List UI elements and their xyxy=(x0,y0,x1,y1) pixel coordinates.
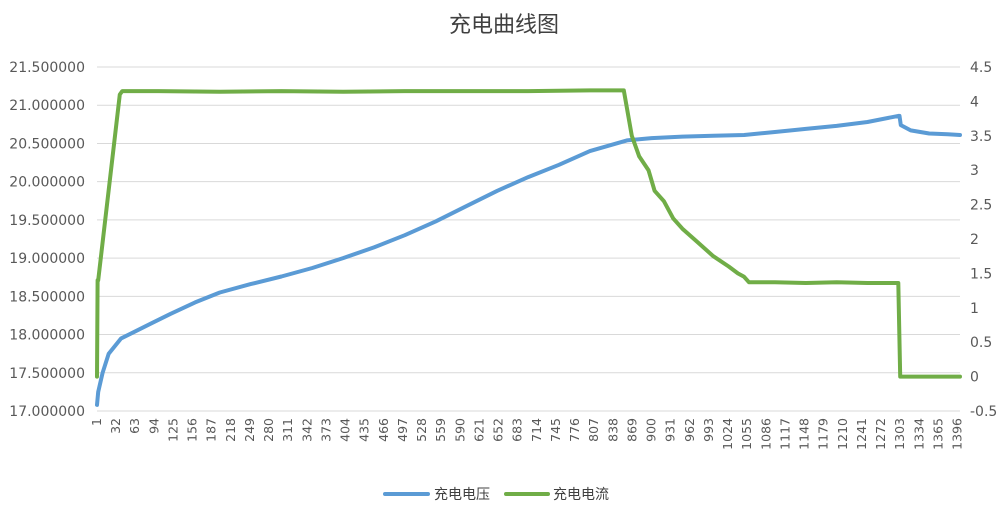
legend[interactable]: 充电电压 充电电流 xyxy=(383,487,609,503)
x-tick-label: 714 xyxy=(529,418,544,442)
y-right-tick-label: 3.5 xyxy=(970,129,992,145)
x-tick-label: 497 xyxy=(395,418,410,442)
x-tick-label: 218 xyxy=(223,418,238,442)
x-tick-label: 466 xyxy=(376,418,391,442)
x-tick-label: 1303 xyxy=(892,418,907,450)
x-tick-label: 900 xyxy=(644,418,659,442)
y-right-tick-label: 4.5 xyxy=(970,60,992,76)
y-right-tick-label: -0.5 xyxy=(970,404,997,420)
x-tick-label: 652 xyxy=(491,418,506,442)
x-tick-label: 1117 xyxy=(777,418,792,450)
y-right-tick-label: 3 xyxy=(970,163,979,179)
y-right-tick-label: 2 xyxy=(970,232,979,248)
chart-title: 充电曲线图 xyxy=(449,13,559,38)
y-right-tick-label: 1.5 xyxy=(970,266,992,282)
x-tick-label: 1272 xyxy=(873,418,888,450)
y-left-tick-label: 21.500000 xyxy=(9,60,85,76)
y-right-tick-labels: -0.5 0 0.5 1 1.5 2 2.5 3 3.5 4 4.5 xyxy=(970,60,997,420)
x-tick-label: 962 xyxy=(682,418,697,442)
x-tick-label: 125 xyxy=(165,418,180,442)
x-tick-label: 342 xyxy=(299,418,314,442)
y-left-tick-label: 17.000000 xyxy=(9,404,85,420)
x-tick-label: 249 xyxy=(242,418,257,442)
series-line-current xyxy=(95,88,962,379)
x-tick-label: 1148 xyxy=(797,418,812,450)
x-tick-label: 435 xyxy=(357,418,372,442)
x-tick-label: 590 xyxy=(452,418,467,442)
legend-label-current: 充电电流 xyxy=(553,487,609,503)
y-left-tick-labels: 17.000000 17.500000 18.000000 18.500000 19.0… xyxy=(9,60,85,420)
x-tick-label: 1365 xyxy=(930,418,945,450)
y-left-tick-label: 18.500000 xyxy=(9,289,85,305)
x-tick-label: 1334 xyxy=(911,418,926,450)
y-left-tick-label: 20.500000 xyxy=(9,136,85,152)
y-right-tick-label: 2.5 xyxy=(970,198,992,214)
y-left-tick-label: 19.500000 xyxy=(9,213,85,229)
x-tick-label: 621 xyxy=(471,418,486,442)
y-right-tick-label: 4 xyxy=(970,94,979,110)
y-left-tick-label: 19.000000 xyxy=(9,251,85,267)
x-tick-label: 1396 xyxy=(950,418,965,450)
y-left-tick-label: 20.000000 xyxy=(9,175,85,191)
x-tick-label: 32 xyxy=(108,418,123,434)
x-tick-label: 373 xyxy=(318,418,333,442)
x-tick-label: 1086 xyxy=(758,418,773,450)
x-tick-labels: 1 32 63 94 125 156 187 218 249 280 311 342 373 404 435… xyxy=(89,418,965,450)
x-tick-label: 311 xyxy=(280,418,295,442)
x-tick-label: 94 xyxy=(146,418,161,434)
x-tick-label: 1055 xyxy=(739,418,754,450)
y-left-tick-label: 21.000000 xyxy=(9,98,85,114)
x-tick-label: 838 xyxy=(605,418,620,442)
series-lines xyxy=(95,88,962,407)
legend-label-voltage: 充电电压 xyxy=(434,487,490,503)
x-tick-label: 1 xyxy=(89,418,104,426)
x-tick-label: 404 xyxy=(338,418,353,442)
y-right-tick-label: 0 xyxy=(970,370,979,386)
x-tick-label: 1024 xyxy=(720,418,735,450)
x-tick-label: 63 xyxy=(127,418,142,434)
x-tick-label: 559 xyxy=(433,418,448,442)
x-tick-label: 683 xyxy=(510,418,525,442)
y-right-tick-label: 0.5 xyxy=(970,335,992,351)
x-tick-label: 776 xyxy=(567,418,582,442)
gridlines xyxy=(97,66,960,412)
y-right-tick-label: 1 xyxy=(970,301,979,317)
x-tick-label: 156 xyxy=(185,418,200,442)
x-tick-label: 931 xyxy=(663,418,678,442)
x-tick-label: 1179 xyxy=(816,418,831,450)
x-tick-label: 993 xyxy=(701,418,716,442)
x-tick-label: 187 xyxy=(204,418,219,442)
y-left-tick-label: 18.000000 xyxy=(9,328,85,344)
x-tick-label: 869 xyxy=(624,418,639,442)
x-tick-label: 280 xyxy=(261,418,276,442)
series-line-voltage xyxy=(95,113,962,407)
y-left-tick-label: 17.500000 xyxy=(9,366,85,382)
x-tick-label: 528 xyxy=(414,418,429,442)
x-tick-label: 1241 xyxy=(854,418,869,450)
x-tick-label: 745 xyxy=(548,418,563,442)
x-tick-label: 807 xyxy=(586,418,601,442)
x-tick-label: 1210 xyxy=(835,418,850,450)
